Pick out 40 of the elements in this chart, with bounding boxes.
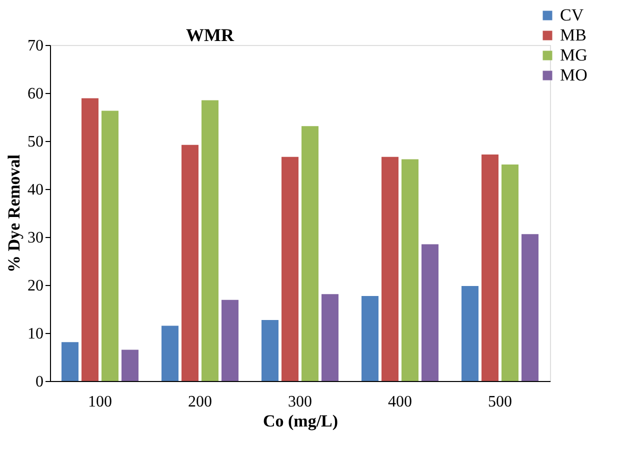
bar xyxy=(102,110,118,381)
x-tick-label: 500 xyxy=(488,394,512,410)
bar xyxy=(422,244,438,381)
bar xyxy=(322,294,338,381)
bar xyxy=(362,296,378,381)
bar xyxy=(522,234,538,381)
bar xyxy=(222,300,238,381)
y-tick-label: 50 xyxy=(28,134,44,150)
bar xyxy=(482,154,498,381)
legend-label: MO xyxy=(560,66,588,84)
bar xyxy=(162,326,178,381)
bar xyxy=(182,144,198,381)
y-tick-label: 0 xyxy=(36,374,44,390)
legend-label: CV xyxy=(560,6,584,24)
bar xyxy=(402,159,418,381)
chart-title: WMR xyxy=(186,25,235,45)
legend-label: MG xyxy=(560,46,588,64)
y-tick-label: 10 xyxy=(28,326,44,342)
legend-label: MB xyxy=(560,26,586,44)
y-tick-label: 20 xyxy=(28,278,44,294)
x-tick-label: 100 xyxy=(88,394,112,410)
bar xyxy=(82,98,98,381)
x-tick-label: 400 xyxy=(388,394,412,410)
bar xyxy=(202,100,218,381)
y-tick-label: 30 xyxy=(28,230,44,246)
x-axis-title: Co (mg/L) xyxy=(262,412,338,430)
x-tick-label: 200 xyxy=(188,394,212,410)
y-tick-label: 70 xyxy=(28,38,44,54)
y-tick-label: 40 xyxy=(28,182,44,198)
bar xyxy=(262,320,278,381)
bar xyxy=(282,156,298,381)
x-tick-label: 300 xyxy=(288,394,312,410)
bar xyxy=(462,286,478,381)
y-tick-label: 60 xyxy=(28,86,44,102)
bar xyxy=(382,156,398,381)
bar xyxy=(122,350,138,381)
bar xyxy=(502,164,518,381)
bar xyxy=(302,126,318,381)
y-axis-title: % Dye Removal xyxy=(4,154,24,273)
bar xyxy=(62,342,78,381)
